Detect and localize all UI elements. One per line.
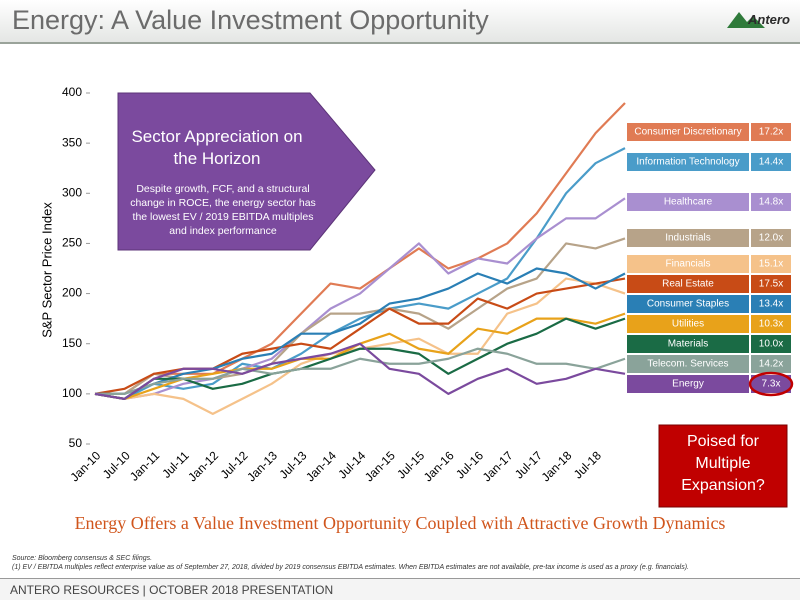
subtitle: Energy Offers a Value Investment Opportu… [74, 513, 726, 533]
y-tick-label: 150 [62, 336, 82, 350]
x-tick-label: Jan-16 [421, 448, 457, 484]
footer-text: ANTERO RESOURCES | OCTOBER 2018 PRESENTA… [10, 583, 334, 597]
x-tick-label: Jan-14 [303, 448, 339, 484]
legend-swatch [627, 229, 749, 247]
legend-swatch [627, 255, 749, 273]
y-tick-label: 100 [62, 386, 82, 400]
legend-multiple-box [751, 335, 791, 353]
highlight-ellipse [748, 371, 794, 397]
y-tick-label: 50 [69, 436, 83, 450]
y-tick-label: 350 [62, 135, 82, 149]
series-line [94, 197, 626, 400]
footer-bar [0, 578, 800, 600]
source-note: Source: Bloomberg consensus & SEC filing… [12, 555, 153, 562]
y-tick-label: 200 [62, 286, 82, 300]
legend-multiple: 7.3x [762, 379, 781, 390]
x-tick-label: Jan-12 [185, 448, 221, 484]
legend-multiple-box [751, 375, 791, 393]
legend-multiple: 13.4x [759, 299, 783, 310]
legend-label: Financials [665, 259, 710, 270]
logo-mark [727, 12, 765, 28]
legend-label: Utilities [672, 319, 704, 330]
legend-multiple: 17.5x [759, 279, 783, 290]
callout-arrow [117, 92, 376, 251]
legend-swatch [627, 315, 749, 333]
legend-multiple-box [751, 153, 791, 171]
y-axis-label: S&P Sector Price Index [39, 202, 54, 338]
x-tick-label: Jan-17 [480, 448, 516, 484]
legend-swatch [627, 275, 749, 293]
y-tick-label: 300 [62, 185, 82, 199]
legend-multiple-box [751, 295, 791, 313]
legend-multiple: 14.2x [759, 359, 783, 370]
legend-multiple: 10.0x [759, 339, 783, 350]
legend-swatch [627, 295, 749, 313]
x-tick-label: Jan-15 [362, 448, 398, 484]
legend-label: Energy [672, 379, 704, 390]
legend-multiple: 17.2x [759, 127, 783, 138]
legend-label: Materials [668, 339, 709, 350]
logo-text: Antero [748, 12, 790, 27]
legend-label: Industrials [665, 233, 711, 244]
legend-label: Consumer Staples [647, 299, 729, 310]
series-line [95, 267, 626, 395]
legend-multiple-box [751, 355, 791, 373]
y-tick-label: 250 [62, 236, 82, 250]
y-tick-label: 400 [62, 85, 82, 99]
x-tick-label: Jan-11 [127, 448, 162, 483]
legend-label: Telecom. Services [647, 359, 728, 370]
callout-title: Sector Appreciation on the Horizon [131, 127, 303, 168]
header-bar [0, 0, 800, 44]
legend-label: Consumer Discretionary [634, 127, 741, 138]
legend-multiple-box [751, 193, 791, 211]
legend-swatch [627, 335, 749, 353]
x-tick-label: Jan-10 [68, 448, 104, 484]
x-tick-label: Jul-10 [100, 448, 133, 481]
legend-multiple: 14.4x [759, 157, 783, 168]
question-box [658, 424, 788, 508]
legend-multiple-box [751, 123, 791, 141]
legend-swatch [627, 123, 749, 141]
legend-swatch [627, 153, 749, 171]
legend-swatch [627, 193, 749, 211]
x-tick-label: Jan-13 [244, 448, 280, 484]
callout-body: Despite growth, FCF, and a structural ch… [130, 183, 316, 237]
slide-title: Energy: A Value Investment Opportunity [12, 5, 489, 35]
legend-multiple: 15.1x [759, 259, 783, 270]
x-tick-label: Jul-18 [571, 448, 604, 481]
legend-label: Real Estate [662, 279, 714, 290]
legend-swatch [627, 375, 749, 393]
legend-multiple: 12.0x [759, 233, 783, 244]
legend-multiple-box [751, 229, 791, 247]
footnote: (1) EV / EBITDA multiples reflect enterp… [12, 564, 689, 571]
legend-multiple-box [751, 275, 791, 293]
legend-multiple: 14.8x [759, 197, 783, 208]
series-line [94, 277, 626, 416]
legend-multiple-box [751, 255, 791, 273]
chart: S&P Sector Price Index 50 100 150 200 250 300… [39, 85, 794, 508]
legend-label: Healthcare [664, 197, 713, 208]
legend-multiple: 10.3x [759, 319, 783, 330]
question-text: Poised for Multiple Expansion? [681, 433, 765, 494]
legend-label: Information Technology [636, 157, 739, 168]
x-tick-label: Jan-18 [539, 448, 575, 484]
legend-multiple-box [751, 315, 791, 333]
series-line [95, 347, 626, 395]
series-line [94, 342, 626, 400]
legend-swatch [627, 355, 749, 373]
